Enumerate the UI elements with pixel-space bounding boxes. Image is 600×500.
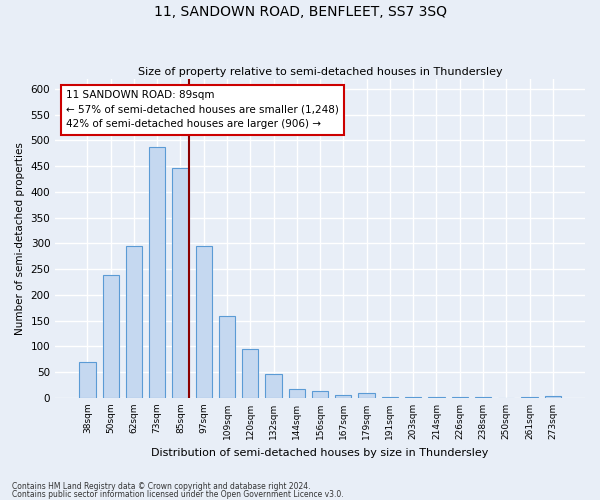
Y-axis label: Number of semi-detached properties: Number of semi-detached properties (15, 142, 25, 334)
X-axis label: Distribution of semi-detached houses by size in Thundersley: Distribution of semi-detached houses by … (151, 448, 489, 458)
Bar (219, 316, 235, 398)
Bar (79, 362, 95, 398)
Bar (265, 374, 281, 398)
Text: 11 SANDOWN ROAD: 89sqm
← 57% of semi-detached houses are smaller (1,248)
42% of : 11 SANDOWN ROAD: 89sqm ← 57% of semi-det… (66, 90, 338, 130)
Bar (242, 349, 259, 398)
Title: Size of property relative to semi-detached houses in Thundersley: Size of property relative to semi-detach… (138, 66, 502, 76)
Bar (149, 146, 166, 398)
Bar (335, 395, 352, 398)
Bar (382, 397, 398, 398)
Bar (196, 246, 212, 398)
Text: Contains HM Land Registry data © Crown copyright and database right 2024.: Contains HM Land Registry data © Crown c… (12, 482, 311, 491)
Bar (358, 394, 375, 398)
Bar (103, 276, 119, 398)
Bar (405, 397, 421, 398)
Bar (545, 396, 561, 398)
Text: 11, SANDOWN ROAD, BENFLEET, SS7 3SQ: 11, SANDOWN ROAD, BENFLEET, SS7 3SQ (154, 5, 446, 19)
Bar (172, 168, 188, 398)
Text: Contains public sector information licensed under the Open Government Licence v3: Contains public sector information licen… (12, 490, 344, 499)
Bar (289, 388, 305, 398)
Bar (312, 390, 328, 398)
Bar (126, 246, 142, 398)
Bar (428, 397, 445, 398)
